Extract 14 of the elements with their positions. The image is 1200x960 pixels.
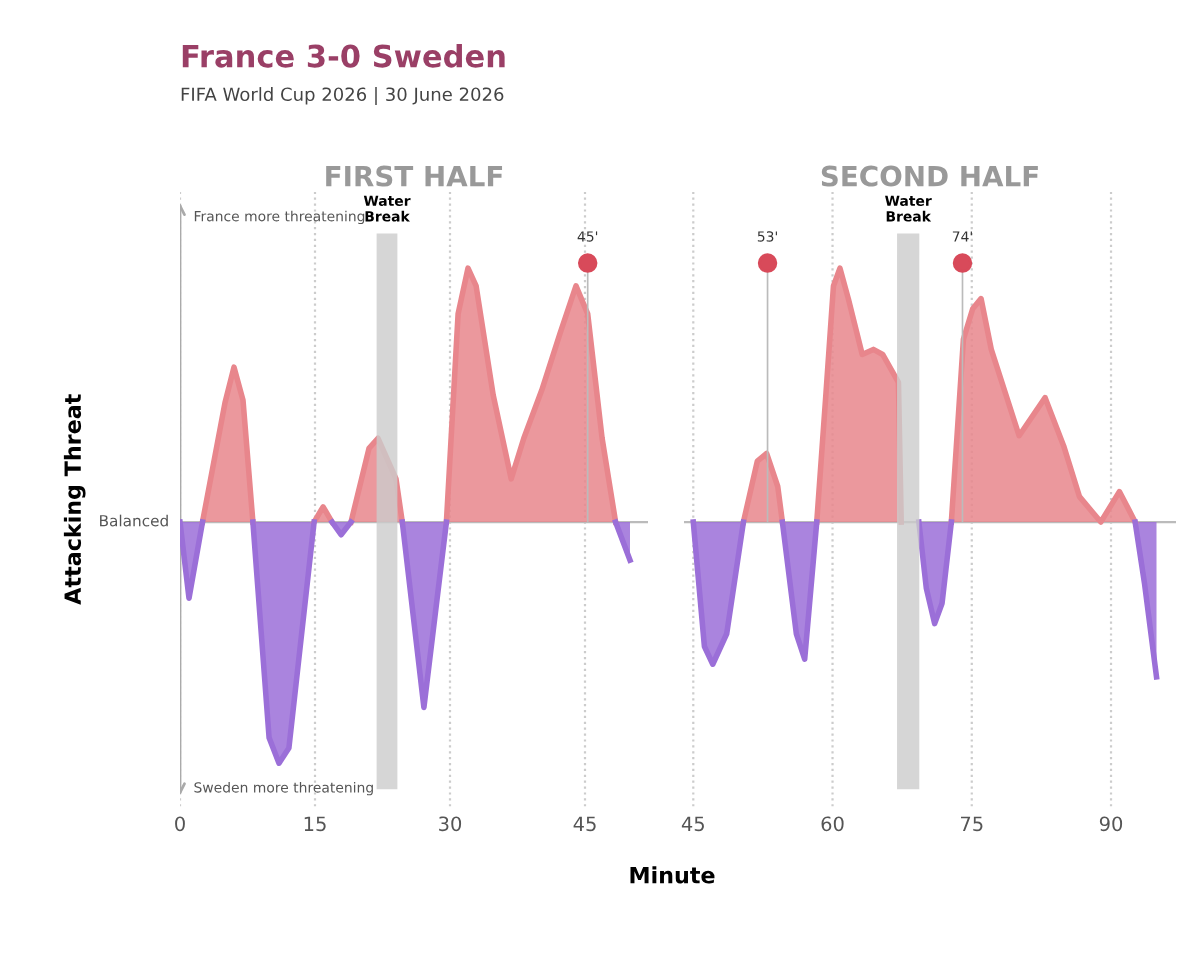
x-tick-label: 45 <box>573 816 596 832</box>
chart-title: FIRST HALF <box>326 165 503 187</box>
x-tick-label: 45 <box>681 816 704 832</box>
chart-title: SECOND HALF <box>821 165 1038 187</box>
y-axis-title: Attacking Threat <box>63 394 86 605</box>
x-axis-title: Minute <box>630 866 715 884</box>
x-tick-label: 75 <box>961 816 983 832</box>
x-tick-label: 0 <box>175 816 185 832</box>
x-tick-label: 90 <box>1099 816 1123 832</box>
x-tick-label: 15 <box>304 816 326 832</box>
text: France 3-0 Sweden <box>182 43 505 68</box>
text: FIFA World Cup 2026 | 30 June 2026 <box>181 87 504 106</box>
x-tick-label: 30 <box>439 816 462 832</box>
x-tick-label: 60 <box>821 816 844 832</box>
